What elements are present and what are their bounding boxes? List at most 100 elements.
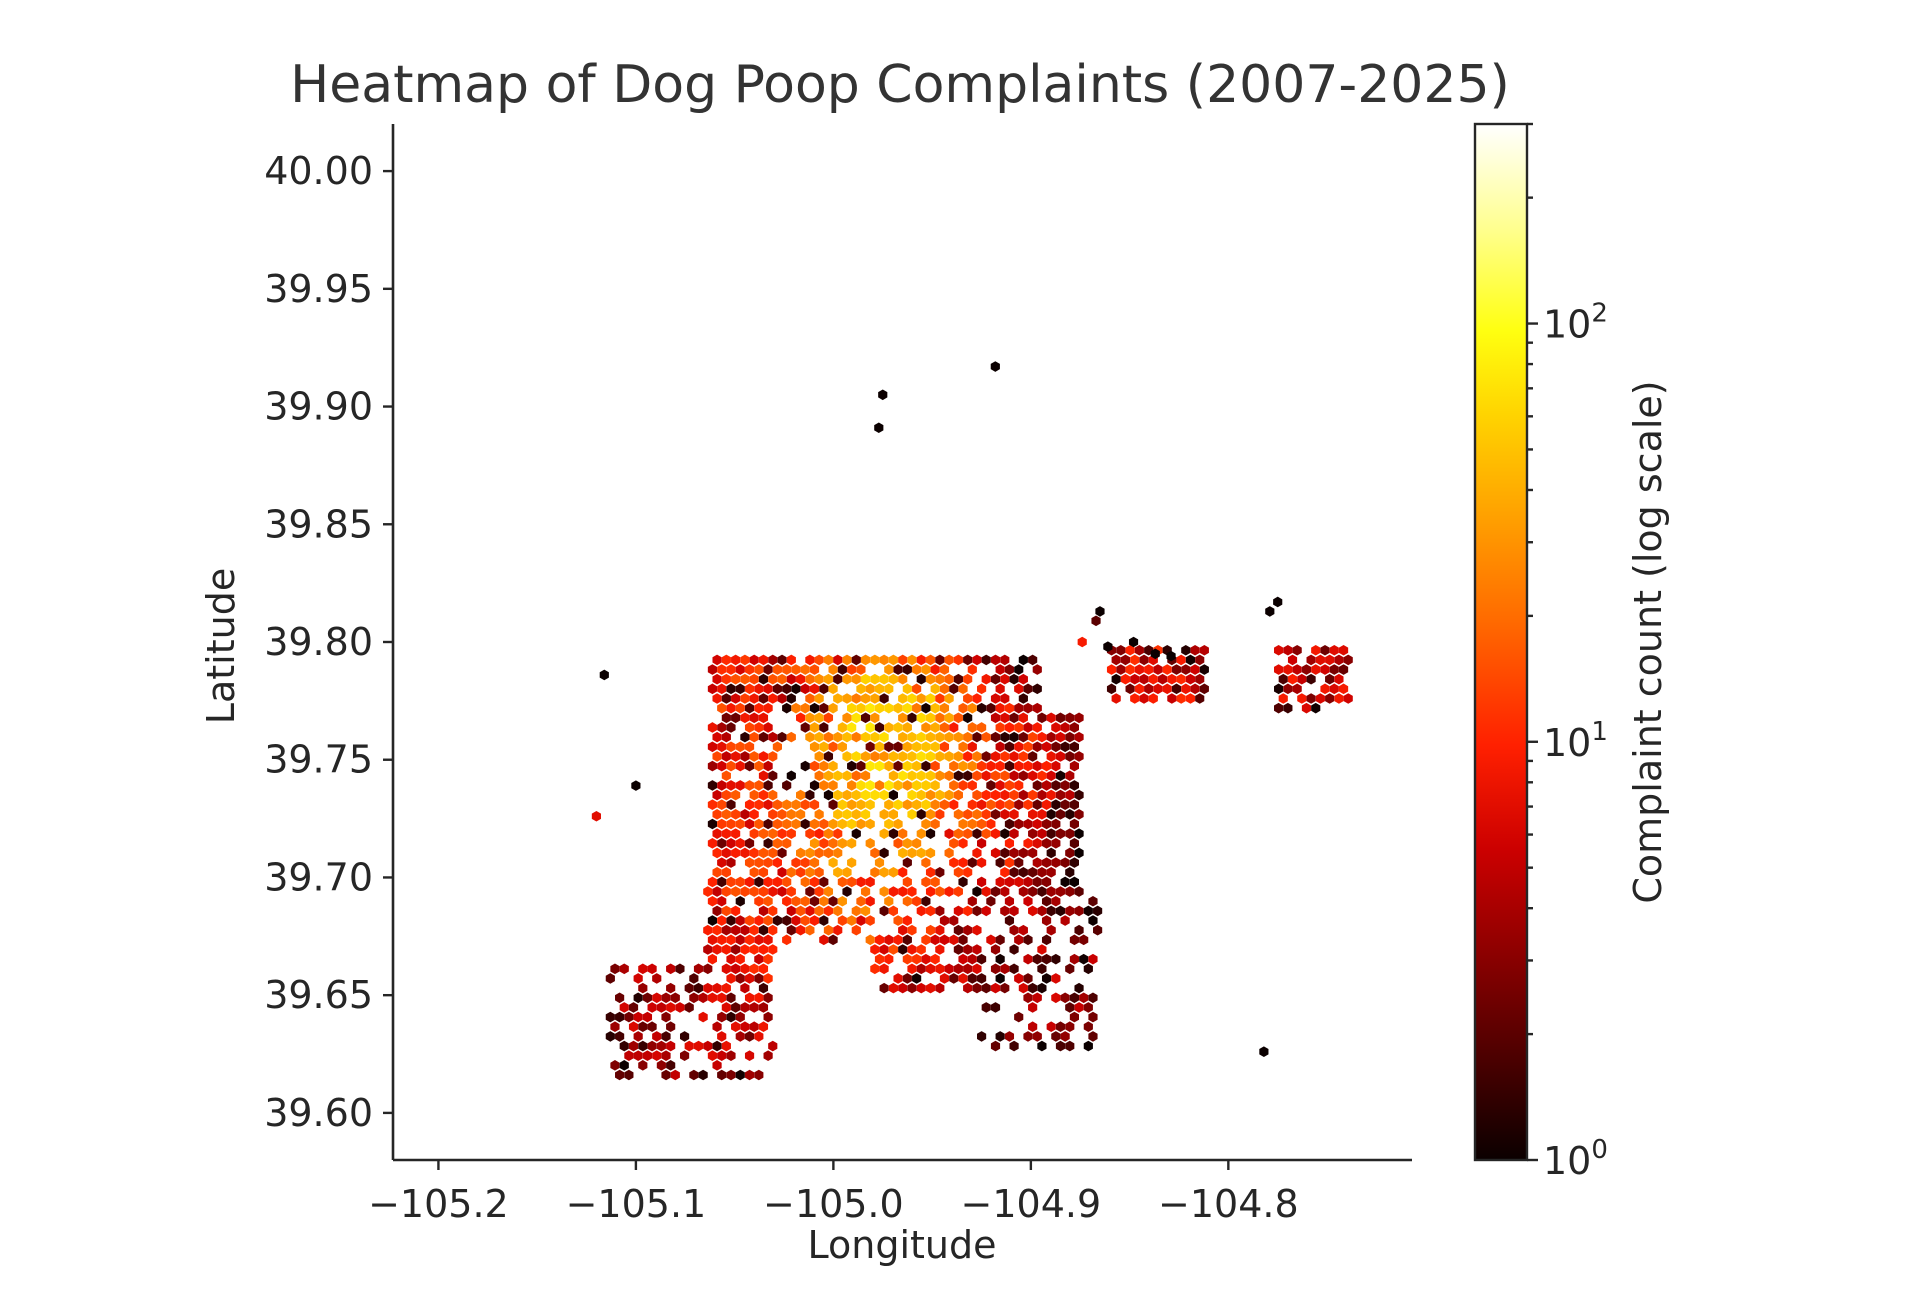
hex-cell	[633, 973, 643, 984]
hex-cell	[1028, 654, 1038, 666]
hex-cell	[898, 654, 908, 666]
hex-cell	[935, 809, 945, 820]
hex-cell	[842, 673, 852, 685]
hex-cell	[684, 982, 694, 994]
hex-cell	[758, 789, 769, 801]
hex-cell	[833, 673, 843, 685]
hex-cell	[953, 944, 963, 955]
hex-cell	[1074, 847, 1084, 859]
hex-cell	[1004, 760, 1015, 772]
hex-cell	[884, 683, 894, 695]
hex-cell	[707, 1050, 718, 1061]
hex-cell	[958, 953, 968, 965]
hex-cell	[768, 751, 778, 762]
hex-cell	[1181, 683, 1191, 695]
hex-cell	[749, 693, 759, 704]
hex-cell	[990, 1040, 1001, 1052]
hex-cell	[1274, 644, 1284, 656]
hex-cell	[819, 722, 829, 733]
hex-cell	[717, 915, 727, 926]
hex-cell	[925, 789, 936, 801]
hex-cell	[1320, 664, 1330, 675]
hex-cell	[939, 799, 950, 810]
hex-cell	[856, 760, 866, 772]
hex-cell	[809, 722, 820, 733]
hex-cell	[953, 654, 963, 666]
hex-cell	[1297, 673, 1307, 685]
hex-cell	[717, 1011, 727, 1023]
hex-cell	[967, 741, 977, 753]
hex-cell	[1051, 838, 1061, 849]
hex-cell	[707, 799, 718, 810]
hex-cell	[1028, 1021, 1038, 1033]
hex-cell	[796, 866, 806, 878]
hex-cell	[633, 1011, 643, 1023]
hex-cell	[744, 664, 755, 675]
hex-cell	[1000, 673, 1010, 685]
hex-cell	[1167, 693, 1177, 704]
hex-cell	[731, 963, 741, 975]
hex-cell	[786, 905, 796, 917]
hex-cell	[796, 673, 806, 685]
hex-cell	[754, 1069, 764, 1081]
hex-cell	[1060, 780, 1070, 791]
hex-cell	[1028, 886, 1038, 897]
hex-cell	[619, 1060, 629, 1071]
hex-cell	[1088, 992, 1098, 1004]
x-tick-label: −104.8	[1158, 1182, 1299, 1226]
hex-cell-outlier	[631, 780, 641, 791]
hex-cell	[870, 731, 880, 743]
hex-cell	[921, 895, 931, 907]
hex-cell	[925, 809, 936, 820]
hex-cell	[879, 905, 889, 917]
hex-cell	[986, 818, 996, 830]
hex-cell	[898, 866, 908, 878]
hex-cell	[717, 1031, 727, 1042]
hex-cell	[935, 982, 945, 994]
hex-cell	[1069, 992, 1079, 1004]
hex-cell	[953, 770, 963, 782]
hex-cell	[647, 1002, 657, 1013]
hex-cell	[740, 1002, 750, 1013]
hex-cell	[740, 654, 750, 666]
hex-cell	[912, 838, 922, 849]
hex-cell	[763, 722, 773, 733]
hex-cell	[814, 905, 824, 917]
hex-cell	[828, 799, 838, 810]
hex-cell	[1060, 915, 1070, 926]
hex-cell	[925, 654, 936, 666]
hex-cell	[958, 934, 968, 946]
hex-cell	[1069, 799, 1079, 810]
hex-cell	[1334, 693, 1344, 704]
hex-cell	[782, 895, 792, 907]
hex-cell	[1009, 866, 1019, 878]
hex-cell	[925, 770, 936, 782]
hex-cell	[707, 895, 718, 907]
hex-cell	[828, 818, 838, 830]
hex-cell	[638, 1040, 648, 1052]
hex-cell	[1009, 770, 1019, 782]
hex-cell	[851, 751, 861, 762]
hex-cell	[990, 693, 1001, 704]
hex-cell	[763, 915, 773, 926]
hex-cell	[749, 944, 759, 955]
hex-cell	[1306, 654, 1316, 666]
hex-cell	[814, 731, 824, 743]
hex-cell	[916, 751, 926, 762]
hex-cell	[842, 770, 852, 782]
hex-cell	[1028, 809, 1038, 820]
hex-cell	[1325, 673, 1335, 685]
hex-cell	[791, 895, 801, 907]
hex-cell	[656, 1060, 666, 1071]
hex-cell	[1181, 644, 1191, 656]
hex-cell	[893, 741, 903, 753]
hex-cell	[763, 702, 773, 714]
hex-cell	[796, 809, 806, 820]
hex-cell	[972, 963, 982, 975]
hex-cell	[768, 886, 778, 897]
hex-cell	[972, 731, 982, 743]
hex-cell	[675, 963, 685, 975]
hex-cell	[712, 693, 722, 704]
hex-cell	[754, 722, 764, 733]
hex-cell	[879, 693, 889, 704]
